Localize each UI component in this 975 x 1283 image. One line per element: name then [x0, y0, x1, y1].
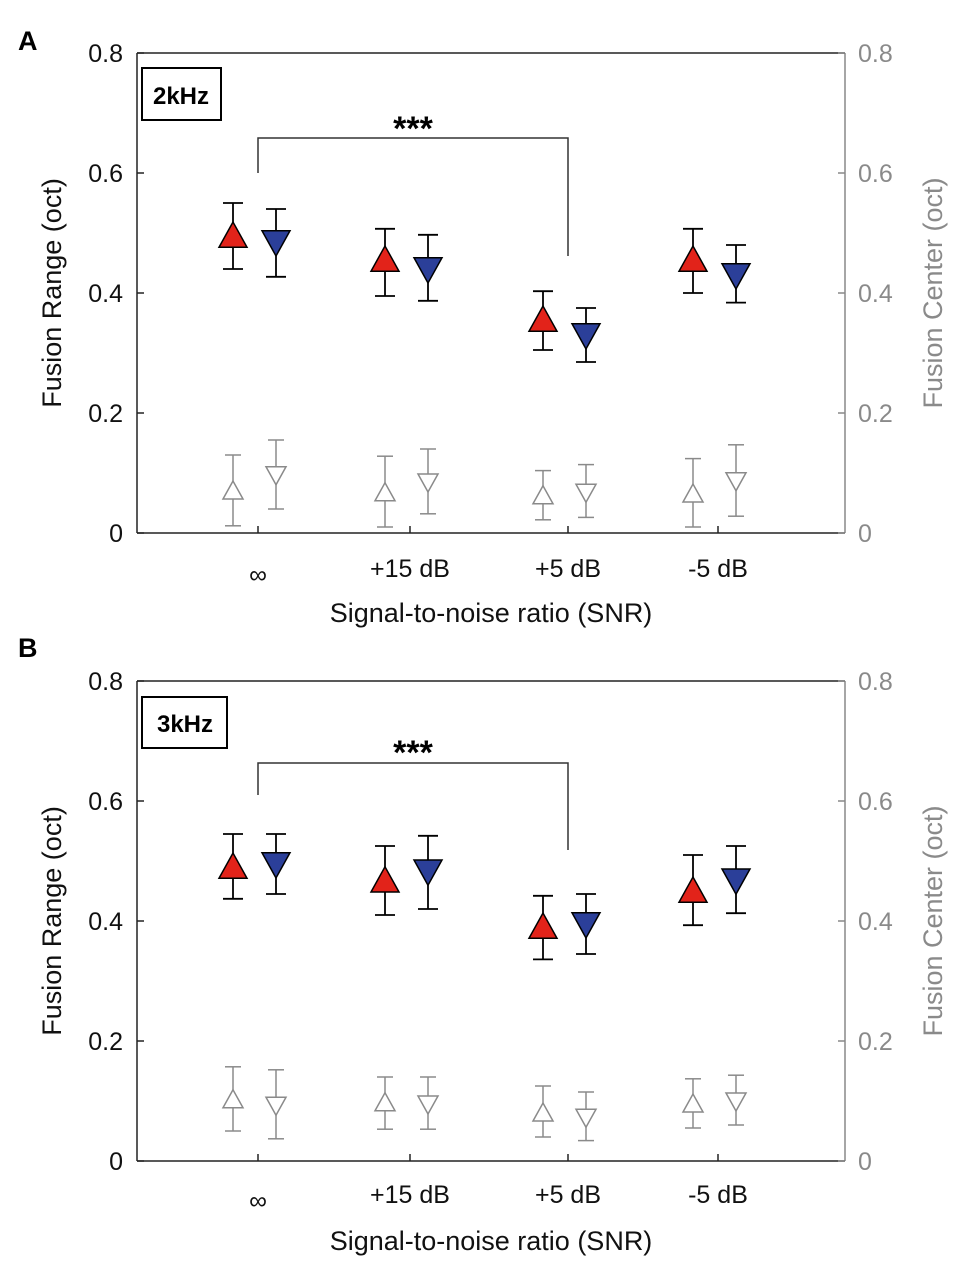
data-point	[373, 481, 397, 502]
y-tick-label-right: 0.6	[858, 160, 893, 188]
y-tick-label-right: 0.8	[858, 40, 893, 68]
y-tick-label-left: 0.6	[88, 788, 123, 816]
y-axis-title-right: Fusion Center (oct)	[918, 177, 948, 408]
series-fusion-center-down	[264, 1069, 748, 1142]
y-axis-title-right: Fusion Center (oct)	[918, 805, 948, 1036]
panel-letter: A	[18, 26, 38, 56]
y-axis-title-left: Fusion Range (oct)	[37, 806, 67, 1036]
data-point	[369, 244, 401, 272]
y-tick-label-left: 0.4	[88, 908, 123, 936]
y-tick-label-left: 0.4	[88, 280, 123, 308]
data-point	[724, 472, 748, 493]
y-tick-label-right: 0.2	[858, 1028, 893, 1056]
data-point	[217, 851, 249, 879]
x-tick-label: +15 dB	[370, 1181, 450, 1209]
x-axis-title: Signal-to-noise ratio (SNR)	[330, 598, 653, 628]
data-point	[570, 912, 602, 940]
data-point	[221, 1088, 245, 1109]
x-tick-label: ∞	[249, 561, 267, 589]
y-axis-title-left: Fusion Range (oct)	[37, 178, 67, 408]
x-tick-label: -5 dB	[688, 1181, 748, 1209]
data-point	[677, 875, 709, 903]
data-point	[570, 323, 602, 351]
data-point	[531, 1101, 555, 1122]
x-tick-label: +5 dB	[535, 1181, 601, 1209]
y-tick-label-left: 0.6	[88, 160, 123, 188]
x-tick-label: -5 dB	[688, 555, 748, 583]
panel-letter: B	[18, 633, 38, 663]
data-point	[412, 257, 444, 285]
panel-a: A 0 0.2 0.4 0.6 0.8 0 0.2 0.4 0.6 0.8 ∞ +15 dB +5 dB -…	[18, 26, 948, 628]
y-tick-label-right: 0.4	[858, 280, 893, 308]
data-point	[264, 466, 288, 487]
y-tick-label-right: 0	[858, 1148, 872, 1176]
significance-label: ***	[393, 734, 433, 772]
data-point	[527, 304, 559, 332]
data-point	[264, 1096, 288, 1117]
panel-b: B 0 0.2 0.4 0.6 0.8 0 0.2 0.4 0.6 0.8 ∞ +15 dB +5 dB -…	[18, 633, 948, 1256]
series-fusion-range-down	[260, 833, 752, 955]
y-tick-label-left: 0	[109, 520, 123, 548]
data-point	[217, 220, 249, 248]
x-tick-label: +5 dB	[535, 555, 601, 583]
series-fusion-center-up	[221, 454, 705, 528]
y-tick-label-right: 0	[858, 520, 872, 548]
x-tick-label: +15 dB	[370, 555, 450, 583]
x-axis-title: Signal-to-noise ratio (SNR)	[330, 1226, 653, 1256]
y-tick-label-right: 0.2	[858, 400, 893, 428]
y-tick-label-left: 0	[109, 1148, 123, 1176]
y-tick-label-right: 0.6	[858, 788, 893, 816]
frequency-box	[141, 67, 222, 121]
significance-bracket	[257, 137, 569, 256]
data-point	[416, 473, 440, 494]
y-tick-label-right: 0.8	[858, 668, 893, 696]
data-point	[260, 230, 292, 258]
series-fusion-range-up	[217, 833, 709, 961]
y-tick-label-left: 0.2	[88, 1028, 123, 1056]
series-fusion-center-up	[221, 1066, 705, 1138]
data-point	[720, 263, 752, 291]
data-point	[724, 1092, 748, 1113]
data-point	[416, 1095, 440, 1116]
data-point	[221, 479, 245, 500]
frequency-label: 3kHz	[157, 711, 213, 738]
data-point	[260, 852, 292, 880]
significance-bracket	[257, 762, 569, 850]
data-point	[369, 865, 401, 893]
data-point	[677, 244, 709, 272]
series-fusion-range-down	[260, 208, 752, 363]
y-tick-label-right: 0.4	[858, 908, 893, 936]
data-point	[412, 859, 444, 887]
data-point	[681, 482, 705, 503]
data-point	[527, 911, 559, 939]
data-point	[681, 1092, 705, 1113]
series-fusion-center-down	[264, 439, 748, 519]
significance-label: ***	[393, 110, 433, 148]
data-point	[531, 484, 555, 505]
y-tick-label-left: 0.8	[88, 40, 123, 68]
data-point	[373, 1091, 397, 1112]
frequency-label: 2kHz	[153, 83, 209, 110]
y-tick-label-left: 0.2	[88, 400, 123, 428]
data-point	[574, 483, 598, 504]
frequency-box	[141, 696, 228, 749]
y-tick-label-left: 0.8	[88, 668, 123, 696]
data-point	[720, 868, 752, 896]
x-tick-label: ∞	[249, 1187, 267, 1215]
series-fusion-range-up	[217, 202, 709, 351]
data-point	[574, 1108, 598, 1129]
